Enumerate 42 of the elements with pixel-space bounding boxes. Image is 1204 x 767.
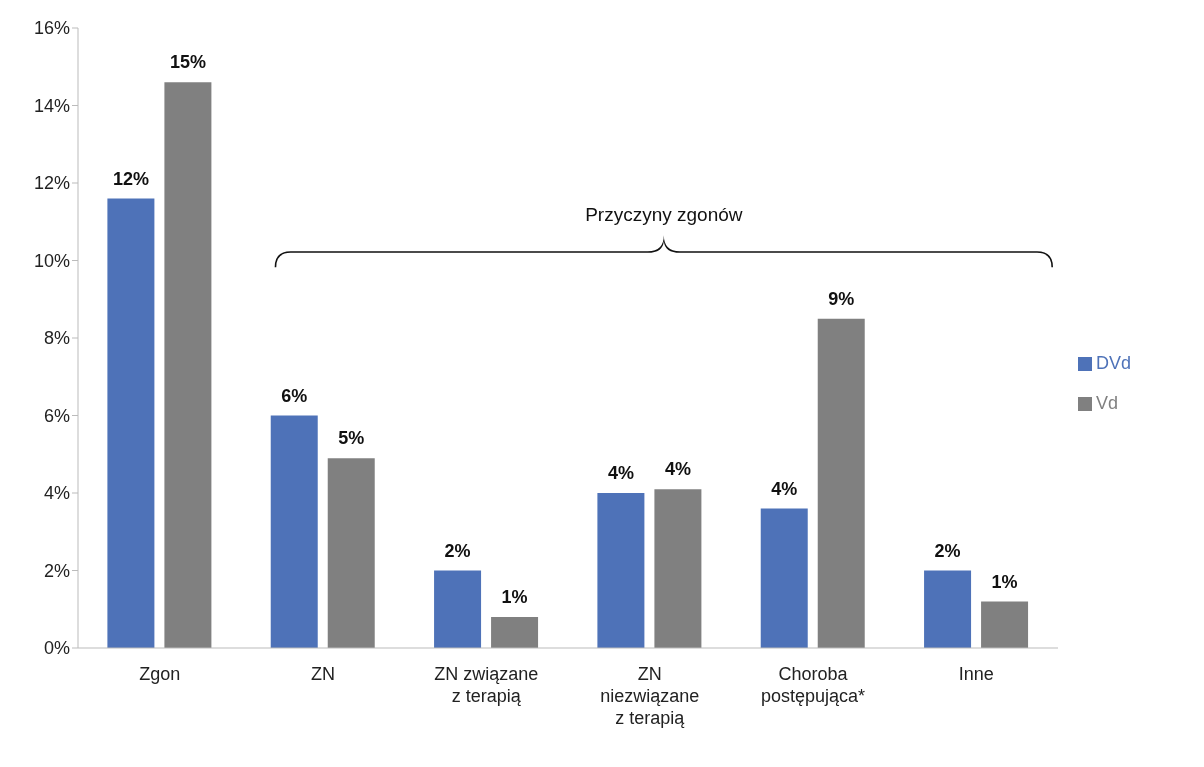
x-tick-label: ZN niezwiązane z terapią [600, 664, 700, 728]
legend-label: DVd [1096, 353, 1132, 373]
data-label: 2% [444, 540, 471, 561]
x-tick-label: ZN [311, 664, 335, 684]
data-label: 15% [169, 52, 206, 73]
data-label: 2% [934, 540, 961, 561]
y-tick-label: 16% [33, 18, 70, 39]
bar [164, 82, 212, 648]
y-tick-label: 8% [43, 328, 70, 349]
x-tick-label: Zgon [139, 664, 181, 684]
legend-label: Vd [1096, 393, 1119, 413]
bar [817, 318, 865, 648]
y-tick-label: 2% [43, 560, 70, 581]
x-tick-label: ZN związane z terapią [434, 664, 539, 706]
bar [270, 415, 318, 648]
data-label: 4% [771, 478, 798, 499]
y-tick-label: 0% [43, 638, 70, 659]
bar [107, 198, 155, 648]
y-tick-label: 6% [43, 405, 70, 426]
bar [434, 570, 482, 648]
data-label: 4% [607, 463, 634, 483]
bar [981, 601, 1029, 648]
y-tick-label: 14% [33, 95, 70, 116]
x-tick-label: Inne [958, 664, 994, 684]
data-label: 1% [991, 571, 1018, 592]
bar [327, 458, 375, 648]
y-tick-label: 10% [33, 250, 70, 271]
y-tick-label: 4% [43, 483, 70, 504]
bar [924, 570, 972, 648]
data-label: 4% [664, 459, 691, 480]
x-tick-label: Choroba postępująca* [760, 664, 866, 706]
data-label: 12% [112, 168, 149, 189]
annotation: Przyczyny zgonów [585, 204, 743, 226]
y-tick-label: 12% [33, 173, 70, 194]
data-label: 1% [501, 587, 528, 607]
bar [760, 508, 808, 648]
data-label: 5% [338, 428, 365, 449]
bar [597, 493, 645, 648]
bar [654, 489, 702, 648]
bar [491, 617, 539, 648]
data-label: 9% [828, 288, 855, 309]
data-label: 6% [281, 385, 308, 406]
